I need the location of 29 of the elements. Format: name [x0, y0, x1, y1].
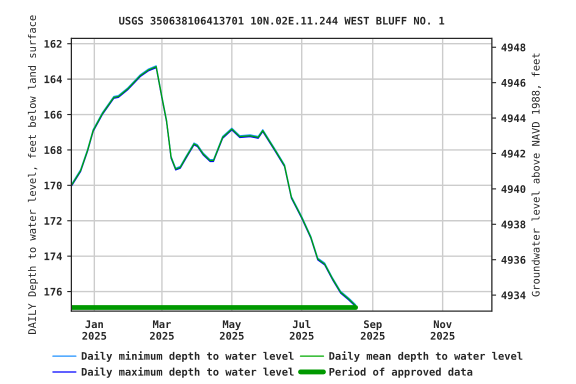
- y-tick-label: 166: [44, 110, 62, 119]
- x-tick-label: Jan 2025: [82, 320, 106, 340]
- x-tick-label: May 2025: [220, 320, 244, 340]
- y-tick-label: 170: [44, 182, 62, 190]
- y2-tick-label: 4944: [501, 114, 526, 122]
- y2-tick-label: 4936: [501, 256, 526, 264]
- y2-tick-label: 4946: [501, 78, 526, 87]
- y2-tick-label: 4942: [501, 150, 526, 158]
- legend-label: Daily minimum depth to water level: [82, 351, 294, 362]
- y2-tick-label: 4934: [501, 291, 526, 300]
- y-tick-label: 168: [44, 146, 62, 154]
- legend-label: Daily mean depth to water level: [329, 351, 522, 362]
- y2-tick-label: 4948: [501, 43, 526, 52]
- y2-axis-title: Groundwater level above NAVD 1988, feet: [532, 53, 541, 296]
- x-tick-label: Mar 2025: [150, 320, 174, 340]
- y2-tick-label: 4940: [501, 185, 526, 194]
- y-tick-label: 176: [44, 288, 62, 296]
- y-tick-label: 162: [44, 40, 62, 48]
- y-axis-title: DAILY Depth to water level, feet below land surface: [28, 15, 38, 334]
- x-tick-label: Sep 2025: [360, 320, 385, 340]
- chart-title: USGS 350638106413701 10N.02E.11.244 WEST BLUFF NO. 1: [119, 16, 444, 25]
- y-tick-label: 174: [44, 252, 62, 260]
- legend-label: Period of approved data: [329, 367, 472, 378]
- x-tick-label: Jul 2025: [290, 320, 314, 340]
- y-tick-label: 164: [44, 75, 62, 84]
- y-tick-label: 172: [44, 216, 62, 225]
- x-tick-label: Nov 2025: [430, 320, 454, 340]
- y2-tick-label: 4938: [501, 220, 526, 228]
- legend-label: Daily maximum depth to water level: [82, 367, 294, 378]
